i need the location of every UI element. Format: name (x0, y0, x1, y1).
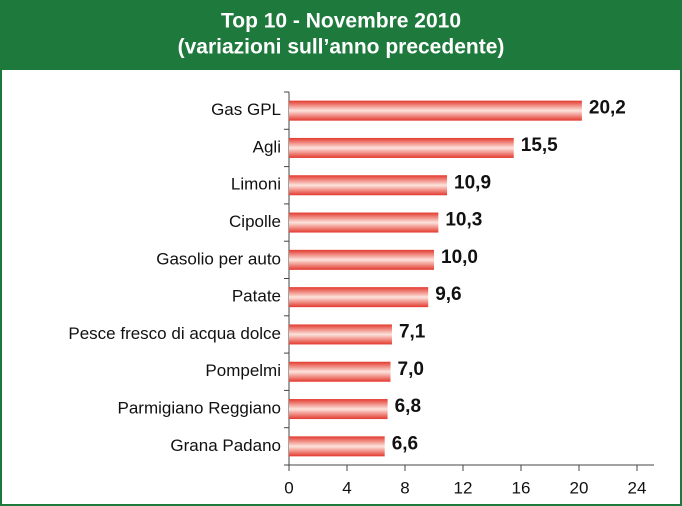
category-label: Cipolle (229, 212, 281, 231)
bar (289, 249, 434, 270)
bar (289, 175, 448, 196)
bar (289, 287, 429, 308)
value-label: 10,3 (445, 210, 482, 231)
category-label: Gasolio per auto (156, 249, 281, 268)
x-tick-label: 24 (628, 478, 647, 497)
value-label: 10,9 (454, 172, 491, 193)
value-label: 20,2 (589, 98, 626, 119)
x-tick-label: 4 (342, 478, 351, 497)
value-label: 7,1 (399, 321, 426, 342)
bar (289, 324, 392, 345)
chart-title: Top 10 - Novembre 2010 (221, 10, 461, 33)
value-label: 10,0 (441, 247, 478, 268)
category-label: Agli (253, 137, 281, 156)
x-tick-label: 20 (570, 478, 589, 497)
x-tick-label: 16 (512, 478, 531, 497)
category-label: Parmigiano Reggiano (118, 399, 282, 418)
x-tick-label: 8 (400, 478, 409, 497)
category-label: Limoni (231, 175, 281, 194)
value-label: 6,6 (392, 433, 418, 454)
bar (289, 137, 514, 158)
category-label: Patate (232, 287, 281, 306)
x-tick-label: 0 (284, 478, 293, 497)
value-label: 6,8 (395, 396, 421, 417)
chart-subtitle: (variazioni sull’anno precedente) (178, 36, 505, 59)
value-label: 7,0 (398, 359, 424, 380)
bar (289, 361, 391, 382)
category-label: Gas GPL (211, 100, 281, 119)
x-tick-label: 12 (454, 478, 473, 497)
header (0, 0, 682, 70)
bar (289, 100, 582, 121)
bar (289, 436, 385, 457)
category-label: Pompelmi (205, 361, 281, 380)
bar (289, 212, 439, 233)
value-label: 15,5 (521, 135, 558, 156)
category-label: Pesce fresco di acqua dolce (68, 324, 281, 343)
category-label: Grana Padano (170, 436, 281, 455)
value-label: 9,6 (435, 284, 461, 305)
bar (289, 399, 388, 420)
